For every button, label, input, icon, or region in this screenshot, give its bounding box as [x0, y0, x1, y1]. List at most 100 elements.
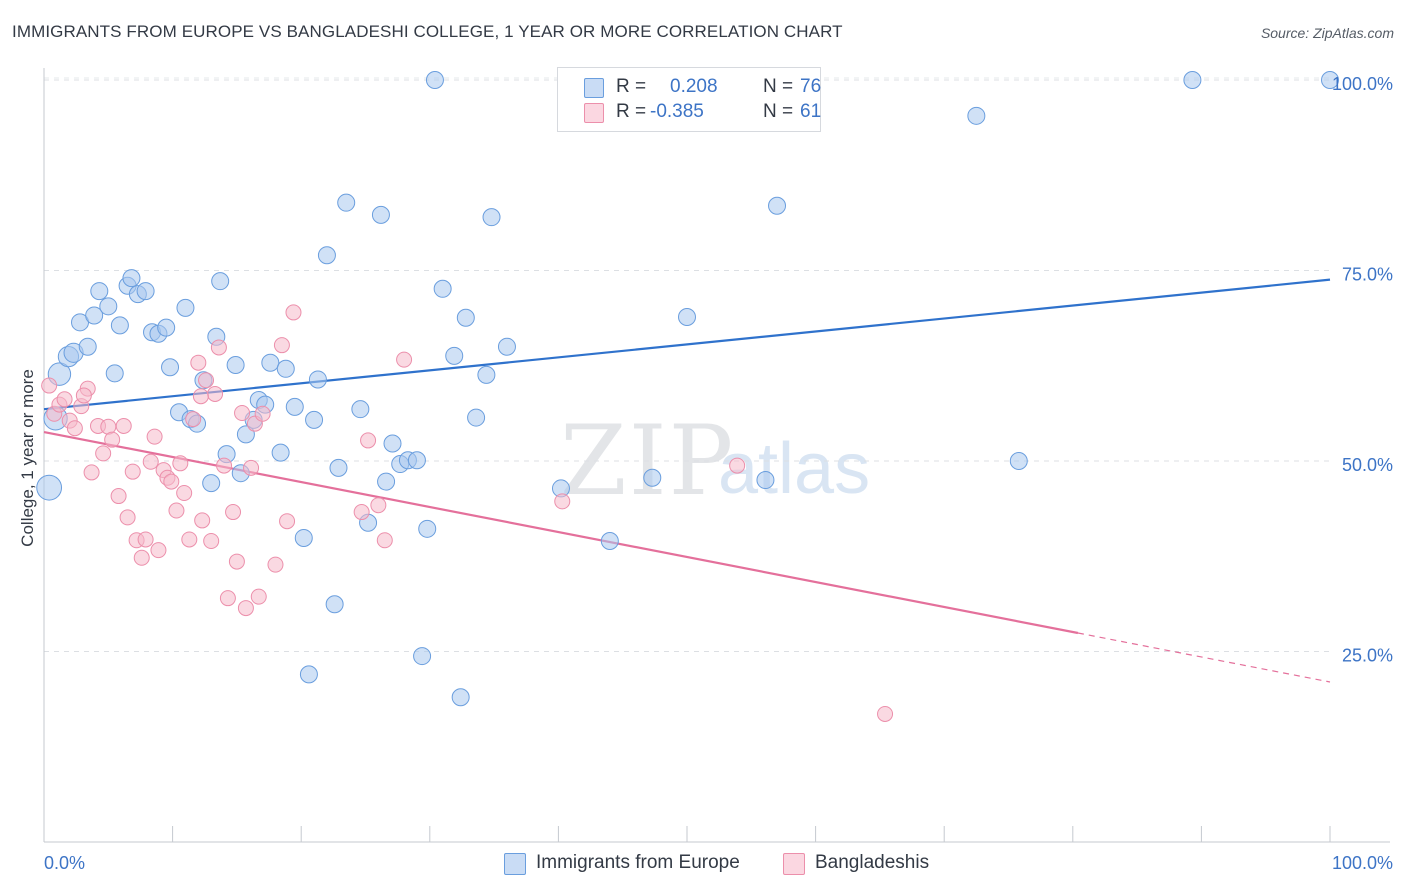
- bangladeshi-point: [225, 504, 242, 521]
- bangladeshi-point: [75, 387, 92, 404]
- bangladeshi-point: [192, 388, 209, 405]
- europe-point: [337, 193, 356, 212]
- bangladeshi-point: [198, 372, 215, 389]
- legend-n-label: N =: [763, 101, 794, 122]
- bangladeshi-point: [254, 405, 271, 422]
- europe-point: [477, 365, 496, 384]
- bangladeshi-point: [228, 553, 245, 570]
- europe-point: [261, 353, 280, 372]
- bangladeshi-point: [119, 509, 136, 526]
- bangladeshi-point: [285, 304, 302, 321]
- bangladeshi-point: [66, 420, 83, 437]
- europe-point: [967, 106, 986, 125]
- stats-legend: R = 0.208 N = 76 R = -0.385 N = 61: [557, 67, 821, 132]
- europe-point: [105, 364, 124, 383]
- bangladeshi-point: [554, 493, 571, 510]
- bangladeshi-point: [146, 428, 163, 445]
- legend-label-bangladeshi: Bangladeshis: [815, 852, 930, 873]
- bangladeshi-point: [181, 531, 198, 548]
- europe-point: [768, 196, 787, 215]
- bangladeshi-point: [279, 513, 296, 530]
- europe-point: [176, 298, 195, 317]
- europe-point: [433, 279, 452, 298]
- europe-point: [276, 359, 295, 378]
- europe-point: [418, 519, 437, 538]
- bangladeshi-point: [353, 504, 370, 521]
- bangladeshi-point: [250, 588, 267, 605]
- europe-point: [285, 397, 304, 416]
- legend-r-value: -0.385: [650, 101, 704, 122]
- europe-point: [36, 474, 63, 501]
- tick-labels: 25.0% 50.0% 75.0% 100.0% 0.0% 100.0%: [44, 74, 1393, 873]
- europe-point: [325, 595, 344, 614]
- europe-point: [85, 306, 104, 325]
- bangladeshi-point: [150, 542, 167, 559]
- europe-point: [451, 688, 470, 707]
- europe-point: [317, 246, 336, 265]
- y-tick-label-100: 100.0%: [1332, 74, 1393, 94]
- bangladeshi-point: [203, 533, 220, 550]
- bangladeshi-point: [142, 453, 159, 470]
- europe-point: [99, 297, 118, 316]
- bangladeshi-point: [273, 337, 290, 354]
- bangladeshi-point: [219, 590, 236, 607]
- bangladeshi-point: [124, 463, 141, 480]
- bangladeshi-point: [237, 600, 254, 617]
- legend-r-label: R =: [616, 101, 647, 122]
- europe-point: [305, 410, 324, 429]
- europe-point: [78, 337, 97, 356]
- bangladeshi-point: [172, 455, 189, 472]
- bangladeshi-point: [133, 549, 150, 566]
- europe-point: [482, 208, 501, 227]
- bangladeshi-point: [729, 457, 746, 474]
- bangladeshi-point: [210, 339, 227, 356]
- legend-n-value: 76: [800, 76, 822, 97]
- europe-point: [445, 346, 464, 365]
- legend-n-label: N =: [763, 76, 794, 97]
- bangladeshi-point: [376, 532, 393, 549]
- bangladeshi-point: [243, 459, 260, 476]
- axes: [43, 68, 1390, 843]
- legend-r-value: 0.208: [670, 76, 718, 97]
- europe-point: [202, 474, 221, 493]
- legend-swatch-bangladeshi: [584, 103, 604, 123]
- europe-point: [157, 318, 176, 337]
- y-tick-label-50: 50.0%: [1342, 455, 1393, 475]
- bangladeshi-point: [396, 351, 413, 368]
- bangladeshi-point: [137, 531, 154, 548]
- europe-point: [351, 400, 370, 419]
- bangladeshi-point: [877, 705, 894, 722]
- europe-point: [308, 370, 327, 389]
- europe-point: [383, 434, 402, 453]
- bangladeshi-point: [110, 488, 127, 505]
- x-tick-label-max: 100.0%: [1332, 853, 1393, 873]
- europe-point: [413, 647, 432, 666]
- legend-swatch-bangladeshi: [783, 853, 805, 875]
- europe-point: [600, 532, 619, 551]
- europe-point: [271, 443, 290, 462]
- bangladeshi-point: [185, 411, 202, 428]
- chart-title: IMMIGRANTS FROM EUROPE VS BANGLADESHI CO…: [12, 22, 843, 41]
- bangladeshi-point: [95, 445, 112, 462]
- europe-point: [407, 451, 426, 470]
- legend-label-europe: Immigrants from Europe: [536, 852, 740, 873]
- europe-point: [1321, 71, 1339, 89]
- europe-point: [1009, 452, 1028, 470]
- europe-point: [678, 307, 696, 326]
- europe-point: [329, 458, 348, 477]
- europe-point: [161, 358, 180, 377]
- europe-point: [211, 272, 230, 291]
- trend-line-0: [43, 278, 1331, 411]
- bangladeshi-point: [41, 377, 58, 394]
- bangladeshi-point: [207, 385, 224, 402]
- legend-r-label: R =: [616, 76, 647, 97]
- bangladeshi-point: [163, 473, 180, 490]
- europe-point: [756, 471, 775, 490]
- bangladeshi-point: [168, 502, 185, 519]
- europe-point: [456, 308, 475, 327]
- europe-point: [226, 355, 245, 374]
- y-tick-label-75: 75.0%: [1342, 265, 1393, 285]
- bangladeshi-point: [190, 354, 207, 371]
- europe-point: [467, 408, 486, 427]
